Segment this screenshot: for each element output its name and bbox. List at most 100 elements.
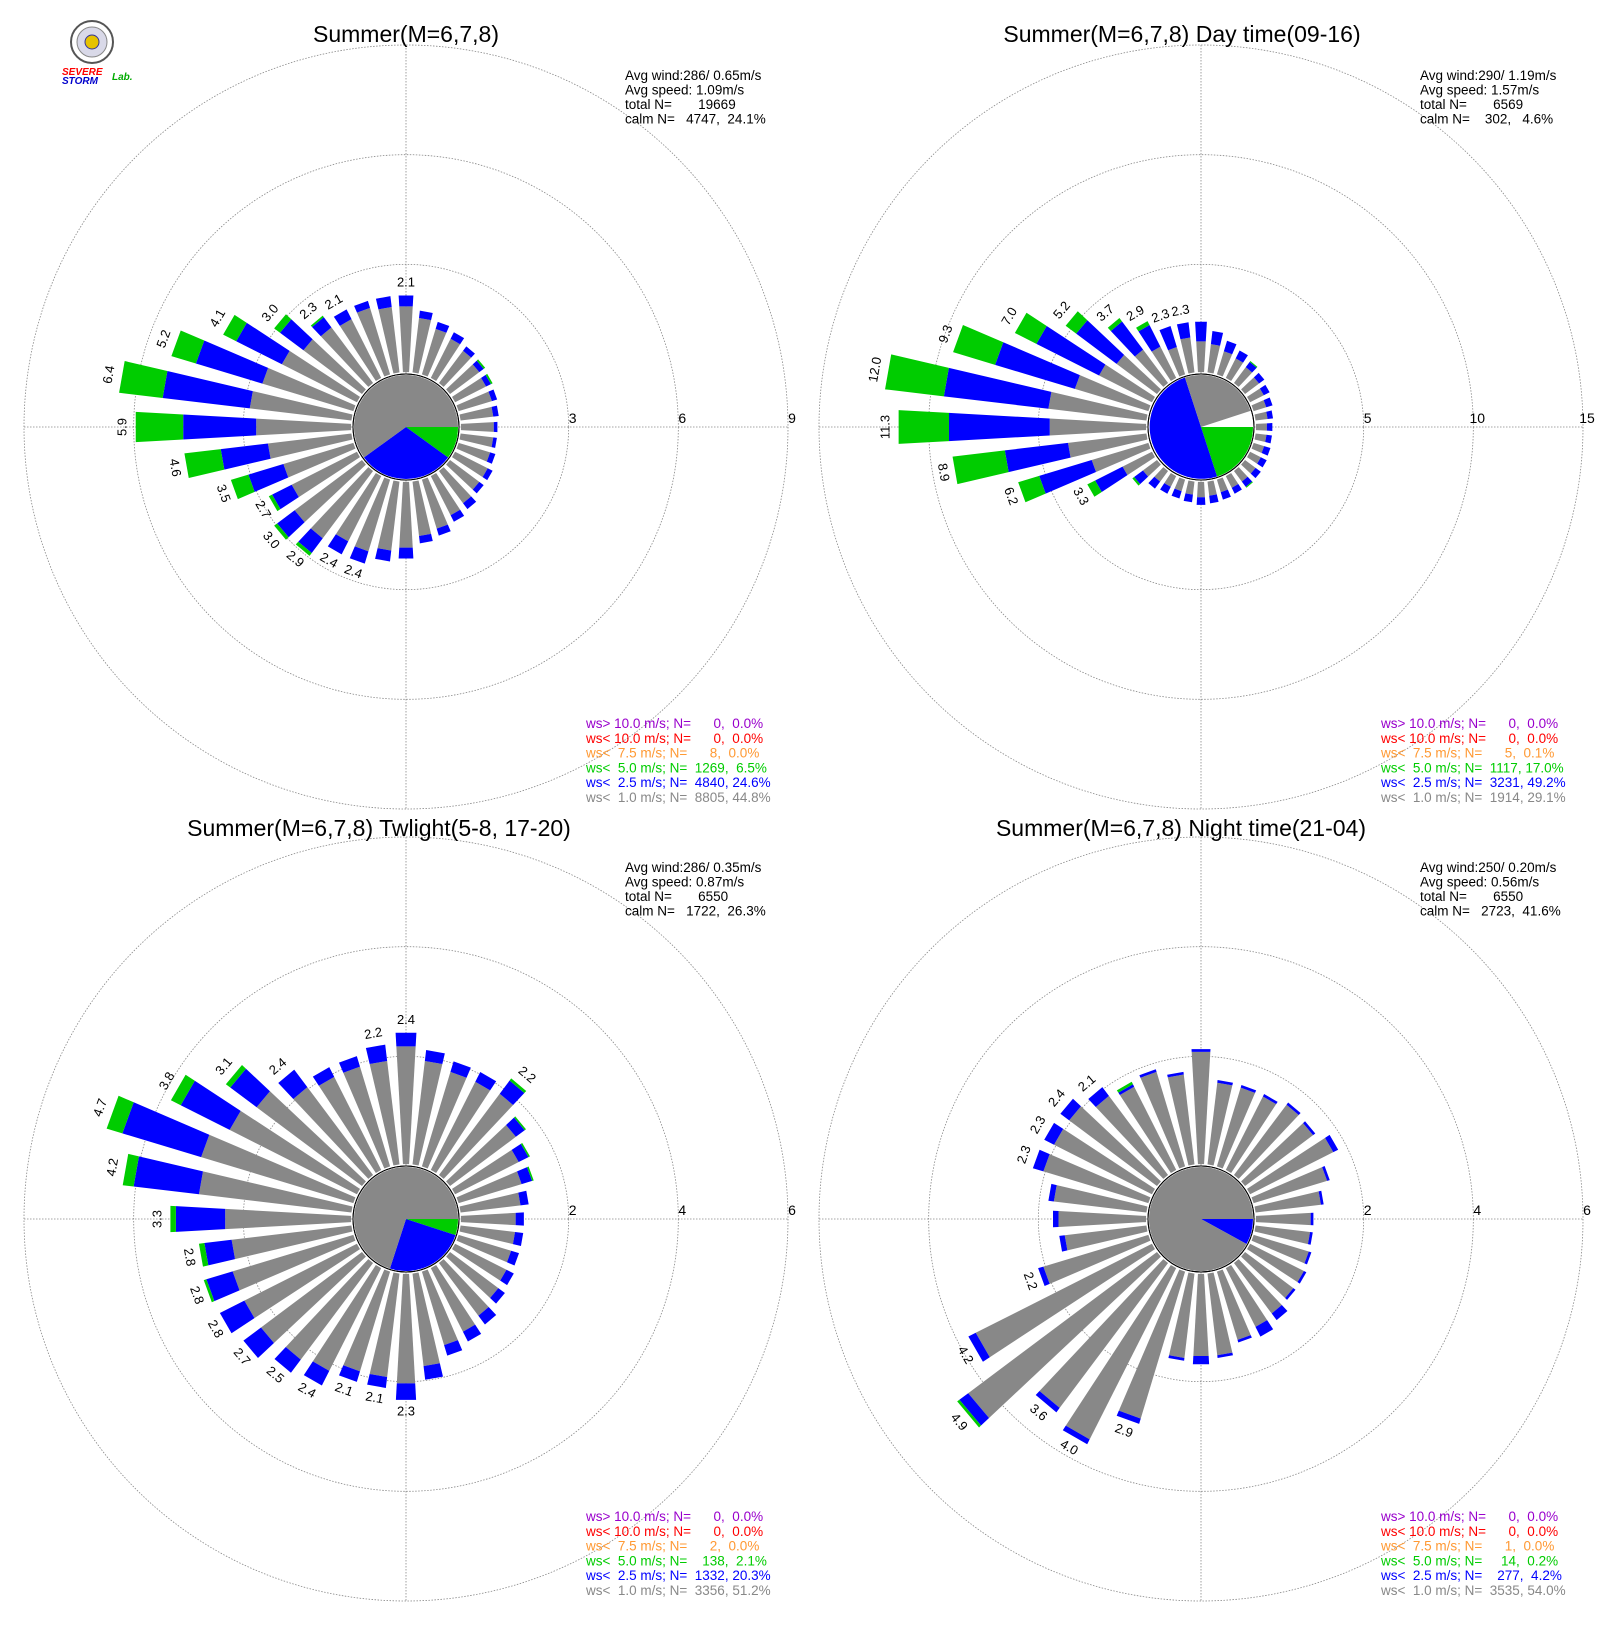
bar-label-dir-40: 2.2: [516, 1063, 539, 1086]
bar-lt5-dir-40: [509, 1078, 527, 1093]
bar-lt1-dir-280: [198, 1171, 353, 1213]
bar-lt1-dir-150: [1225, 1265, 1268, 1327]
bar-lt25-dir-210: [303, 1361, 330, 1386]
bar-lt1-dir-250: [1091, 442, 1151, 472]
bar-lt5-dir-50: [514, 1116, 526, 1131]
bar-lt1-dir-130: [1241, 1251, 1294, 1298]
bar-label-dir-330: 2.9: [1124, 302, 1147, 324]
bar-lt1-dir-20: [1216, 351, 1233, 377]
bar-lt25-dir-220: [298, 528, 323, 553]
bar-label-dir-300: 2.3: [1027, 1113, 1049, 1136]
bar-lt5-dir-300: [223, 314, 247, 342]
bar-lt1-dir-210: [1164, 473, 1177, 487]
legend-ws-gt-10: ws> 10.0 m/s; N= 0, 0.0%: [1380, 1509, 1558, 1524]
bar-lt25-dir-210: [1160, 483, 1171, 494]
bar-lt25-dir-70: [1263, 397, 1273, 408]
bar-lt25-dir-60: [481, 374, 491, 387]
stats-line-4: calm N= 1722, 26.3%: [625, 904, 766, 919]
bar-lt1-dir-200: [1174, 477, 1186, 492]
bar-lt25-dir-290: [122, 1102, 210, 1158]
bar-lt1-dir-110: [1251, 442, 1265, 453]
bar-lt1-dir-220: [1154, 467, 1169, 482]
bar-lt1-dir-160: [421, 1269, 458, 1346]
calm-slice-lt5: [406, 1219, 458, 1236]
bar-lt25-dir-80: [518, 1190, 529, 1206]
bar-lt5-dir-250: [203, 1279, 215, 1303]
bar-lt1-dir-100: [459, 1225, 516, 1245]
bar-lt1-dir-50: [446, 364, 480, 395]
bar-lt1-dir-310: [303, 339, 366, 395]
bar-lt25-dir-200: [1171, 488, 1182, 499]
bar-label-dir-250: 2.2: [1021, 1270, 1041, 1292]
bar-lt25-dir-260: [204, 1239, 236, 1266]
bar-lt25-dir-330: [312, 1067, 335, 1086]
bar-lt1-dir-310: [1116, 354, 1161, 395]
bar-lt1-dir-240: [975, 1243, 1155, 1358]
bar-lt1-dir-90: [1255, 423, 1267, 431]
bar-lt1-dir-100: [1254, 433, 1267, 443]
bar-lt25-dir-160: [436, 524, 451, 536]
bar-lt1-dir-160: [1216, 477, 1228, 493]
bar-lt25-dir-80: [491, 405, 499, 417]
bar-label-dir-290: 9.3: [935, 323, 955, 345]
bar-lt1-dir-80: [459, 1192, 521, 1213]
bar-lt25-dir-310: [1076, 320, 1125, 364]
stats-line-4: calm N= 4747, 24.1%: [625, 112, 766, 127]
bar-lt25-dir-10: [1217, 1079, 1233, 1086]
severe-storm-lab-logo: SEVERE STORM Lab.: [62, 20, 133, 87]
bar-lt25-dir-320: [312, 317, 332, 337]
bar-lt1-dir-260: [231, 1225, 353, 1260]
bar-lt5-dir-230: [957, 1399, 982, 1428]
bar-lt1-dir-180: [1197, 481, 1205, 498]
bar-lt25-dir-330: [1138, 325, 1161, 352]
legend-ws-lt-5: ws< 5.0 m/s; N= 138, 2.1%: [585, 1553, 767, 1568]
bar-label-dir-340: 2.3: [1149, 305, 1171, 325]
bar-lt5-dir-320: [310, 315, 324, 327]
bar-label-dir-280: 4.2: [103, 1157, 121, 1177]
bar-lt1-dir-250: [232, 1234, 356, 1291]
bar-lt1-dir-350: [1180, 337, 1195, 374]
bar-lt5-dir-240: [268, 494, 281, 512]
calm-slice-lt1: [354, 1166, 458, 1269]
bar-lt1-dir-280: [1048, 391, 1148, 421]
grid-ring: [818, 44, 1584, 810]
bar-lt1-dir-70: [456, 391, 492, 412]
bar-lt1-dir-60: [452, 377, 487, 403]
calm-slice-lt1: [1184, 375, 1251, 427]
bar-lt5-dir-310: [274, 314, 292, 333]
bar-lt25-dir-340: [1139, 1069, 1157, 1078]
bar-lt25-dir-260: [1059, 1235, 1068, 1252]
bar-lt25-dir-20: [435, 321, 450, 333]
legend-ws-lt-7-5: ws< 7.5 m/s; N= 2, 0.0%: [585, 1539, 759, 1554]
bar-lt1-dir-190: [1185, 480, 1195, 495]
bar-label-dir-280: 6.4: [100, 364, 118, 384]
bar-lt5-dir-260: [952, 450, 1009, 485]
bar-lt25-dir-50: [1253, 372, 1265, 384]
bar-lt25-dir-30: [475, 1072, 497, 1091]
bar-lt5-dir-50: [476, 359, 486, 369]
calm-slice-lt1: [354, 374, 459, 458]
bar-lt1-dir-110: [456, 1234, 512, 1263]
bar-lt25-dir-190: [375, 548, 392, 562]
legend-ws-lt-1: ws< 1.0 m/s; N= 3356, 51.2%: [585, 1583, 771, 1598]
bar-lt25-dir-180: [398, 547, 414, 559]
bar-lt25-dir-110: [506, 1250, 520, 1266]
bar-lt5-dir-40: [1249, 361, 1258, 368]
bar-lt25-dir-50: [472, 360, 484, 373]
legend-ws-lt-1: ws< 1.0 m/s; N= 1914, 29.1%: [1380, 790, 1566, 805]
bar-lt1-dir-40: [1233, 1104, 1299, 1179]
bar-lt5-dir-270: [898, 410, 949, 444]
bar-lt25-dir-90: [493, 421, 498, 433]
bar-lt1-dir-30: [1225, 1096, 1277, 1173]
bar-lt25-dir-160: [444, 1340, 463, 1356]
bar-label-dir-290: 4.7: [90, 1096, 110, 1118]
bar-lt25-dir-300: [1044, 1122, 1064, 1145]
stats-line-3: total N= 6550: [1420, 889, 1523, 904]
bar-lt1-dir-290: [262, 367, 356, 412]
bar-lt25-dir-120: [1297, 1270, 1307, 1284]
bar-lt25-dir-30: [450, 332, 465, 345]
bar-label-dir-250: 6.2: [1001, 485, 1021, 507]
bar-lt1-dir-120: [1247, 1243, 1304, 1283]
bar-lt25-dir-350: [1167, 1071, 1184, 1078]
bar-lt1-dir-170: [1207, 1272, 1233, 1356]
